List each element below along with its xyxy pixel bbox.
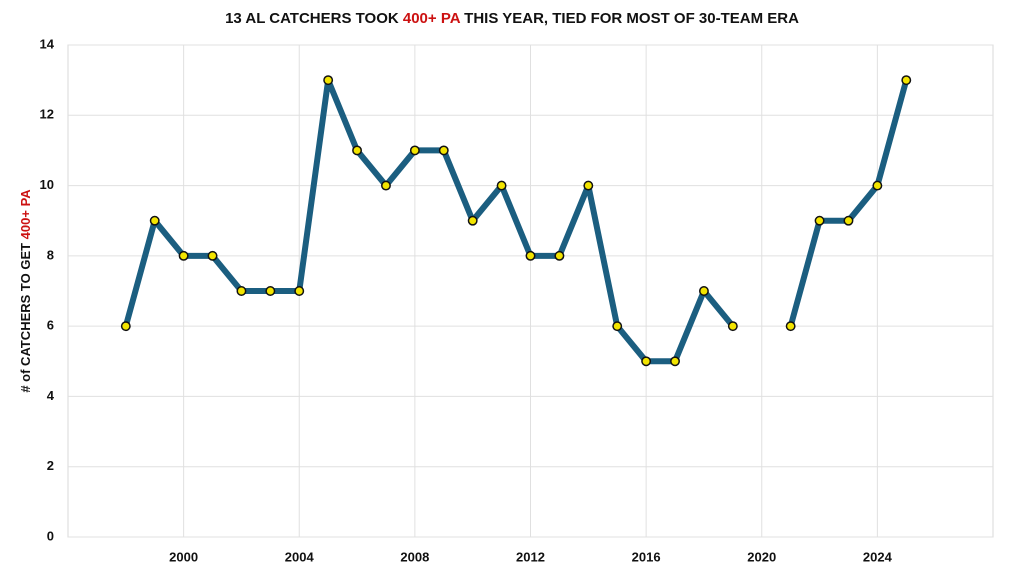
data-point	[236, 286, 247, 296]
x-tick-label: 2016	[632, 549, 661, 564]
chart-title: 13 AL CATCHERS TOOK 400+ PA THIS YEAR, T…	[225, 10, 799, 27]
data-point	[554, 250, 565, 261]
title-part: 13 AL CATCHERS TOOK	[225, 10, 403, 27]
x-tick-label: 2004	[285, 549, 315, 564]
data-point	[496, 180, 507, 191]
data-point	[265, 286, 276, 296]
x-tick-label: 2000	[169, 549, 198, 564]
data-point	[641, 356, 652, 367]
data-point	[843, 215, 854, 226]
data-point	[785, 321, 796, 332]
y-axis-label: # of CATCHERS TO GET 400+ PA	[18, 189, 33, 393]
data-point	[612, 321, 623, 332]
data-point	[698, 286, 709, 296]
data-point	[323, 75, 334, 86]
data-point	[727, 321, 738, 332]
y-tick-label: 6	[47, 318, 54, 333]
y-tick-label: 12	[40, 107, 54, 122]
data-point	[525, 250, 536, 261]
x-tick-label: 2024	[863, 549, 893, 564]
data-point	[901, 75, 912, 86]
data-point	[583, 180, 594, 191]
data-point	[352, 145, 363, 156]
y-tick-label: 10	[40, 177, 54, 192]
y-tick-label: 4	[47, 388, 55, 403]
data-point	[409, 145, 420, 156]
y-tick-label: 8	[47, 247, 54, 262]
title-highlight: 400+ PA	[403, 10, 461, 27]
data-point	[381, 180, 391, 191]
y-tick-label: 14	[40, 36, 55, 51]
data-point	[872, 180, 883, 191]
data-point	[467, 215, 478, 226]
x-tick-label: 2012	[516, 549, 545, 564]
data-point	[670, 356, 680, 367]
data-point	[178, 250, 189, 261]
y-tick-label: 2	[47, 458, 54, 473]
x-tick-label: 2020	[747, 549, 776, 564]
y-label-highlight: 400+ PA	[18, 189, 33, 240]
x-tick-label: 2008	[400, 549, 429, 564]
data-point	[149, 215, 160, 226]
data-point	[814, 215, 825, 226]
y-tick-label: 0	[47, 528, 54, 543]
data-point	[294, 286, 305, 296]
data-point	[207, 250, 218, 261]
series-line	[122, 77, 910, 365]
data-point	[438, 145, 449, 156]
title-part: THIS YEAR, TIED FOR MOST OF 30-TEAM ERA	[460, 10, 799, 27]
data-point	[120, 321, 131, 332]
y-label-part: # of CATCHERS TO GET	[18, 239, 33, 392]
